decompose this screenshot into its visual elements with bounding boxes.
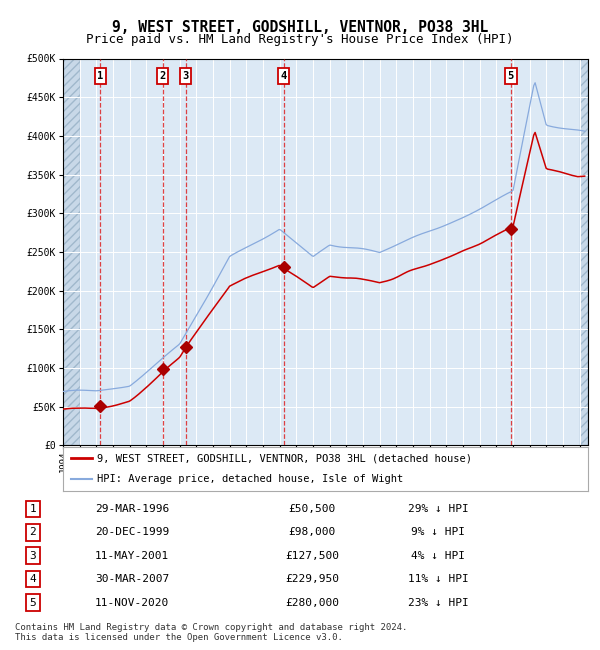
Text: 23% ↓ HPI: 23% ↓ HPI bbox=[407, 597, 469, 608]
Bar bbox=[580, 58, 588, 445]
Text: Price paid vs. HM Land Registry's House Price Index (HPI): Price paid vs. HM Land Registry's House … bbox=[86, 32, 514, 46]
Text: £98,000: £98,000 bbox=[289, 527, 335, 538]
Text: 29-MAR-1996: 29-MAR-1996 bbox=[95, 504, 169, 514]
Text: Contains HM Land Registry data © Crown copyright and database right 2024.
This d: Contains HM Land Registry data © Crown c… bbox=[15, 623, 407, 642]
Text: £50,500: £50,500 bbox=[289, 504, 335, 514]
Text: 2: 2 bbox=[29, 527, 37, 538]
Text: 29% ↓ HPI: 29% ↓ HPI bbox=[407, 504, 469, 514]
Text: 11-NOV-2020: 11-NOV-2020 bbox=[95, 597, 169, 608]
Text: £127,500: £127,500 bbox=[285, 551, 339, 561]
Text: 2: 2 bbox=[160, 71, 166, 81]
Text: 9, WEST STREET, GODSHILL, VENTNOR, PO38 3HL: 9, WEST STREET, GODSHILL, VENTNOR, PO38 … bbox=[112, 20, 488, 34]
Text: 11-MAY-2001: 11-MAY-2001 bbox=[95, 551, 169, 561]
Text: 1: 1 bbox=[29, 504, 37, 514]
Bar bbox=[63, 58, 80, 445]
Text: 20-DEC-1999: 20-DEC-1999 bbox=[95, 527, 169, 538]
Text: 4: 4 bbox=[281, 71, 287, 81]
Text: 30-MAR-2007: 30-MAR-2007 bbox=[95, 574, 169, 584]
Text: 9, WEST STREET, GODSHILL, VENTNOR, PO38 3HL (detached house): 9, WEST STREET, GODSHILL, VENTNOR, PO38 … bbox=[97, 454, 472, 463]
Text: 3: 3 bbox=[182, 71, 189, 81]
Text: HPI: Average price, detached house, Isle of Wight: HPI: Average price, detached house, Isle… bbox=[97, 474, 403, 484]
Text: £280,000: £280,000 bbox=[285, 597, 339, 608]
Text: 1: 1 bbox=[97, 71, 103, 81]
Text: 9% ↓ HPI: 9% ↓ HPI bbox=[411, 527, 465, 538]
Text: 5: 5 bbox=[29, 597, 37, 608]
Text: 11% ↓ HPI: 11% ↓ HPI bbox=[407, 574, 469, 584]
Text: £229,950: £229,950 bbox=[285, 574, 339, 584]
Text: 4% ↓ HPI: 4% ↓ HPI bbox=[411, 551, 465, 561]
Text: 5: 5 bbox=[508, 71, 514, 81]
Text: 3: 3 bbox=[29, 551, 37, 561]
Text: 4: 4 bbox=[29, 574, 37, 584]
